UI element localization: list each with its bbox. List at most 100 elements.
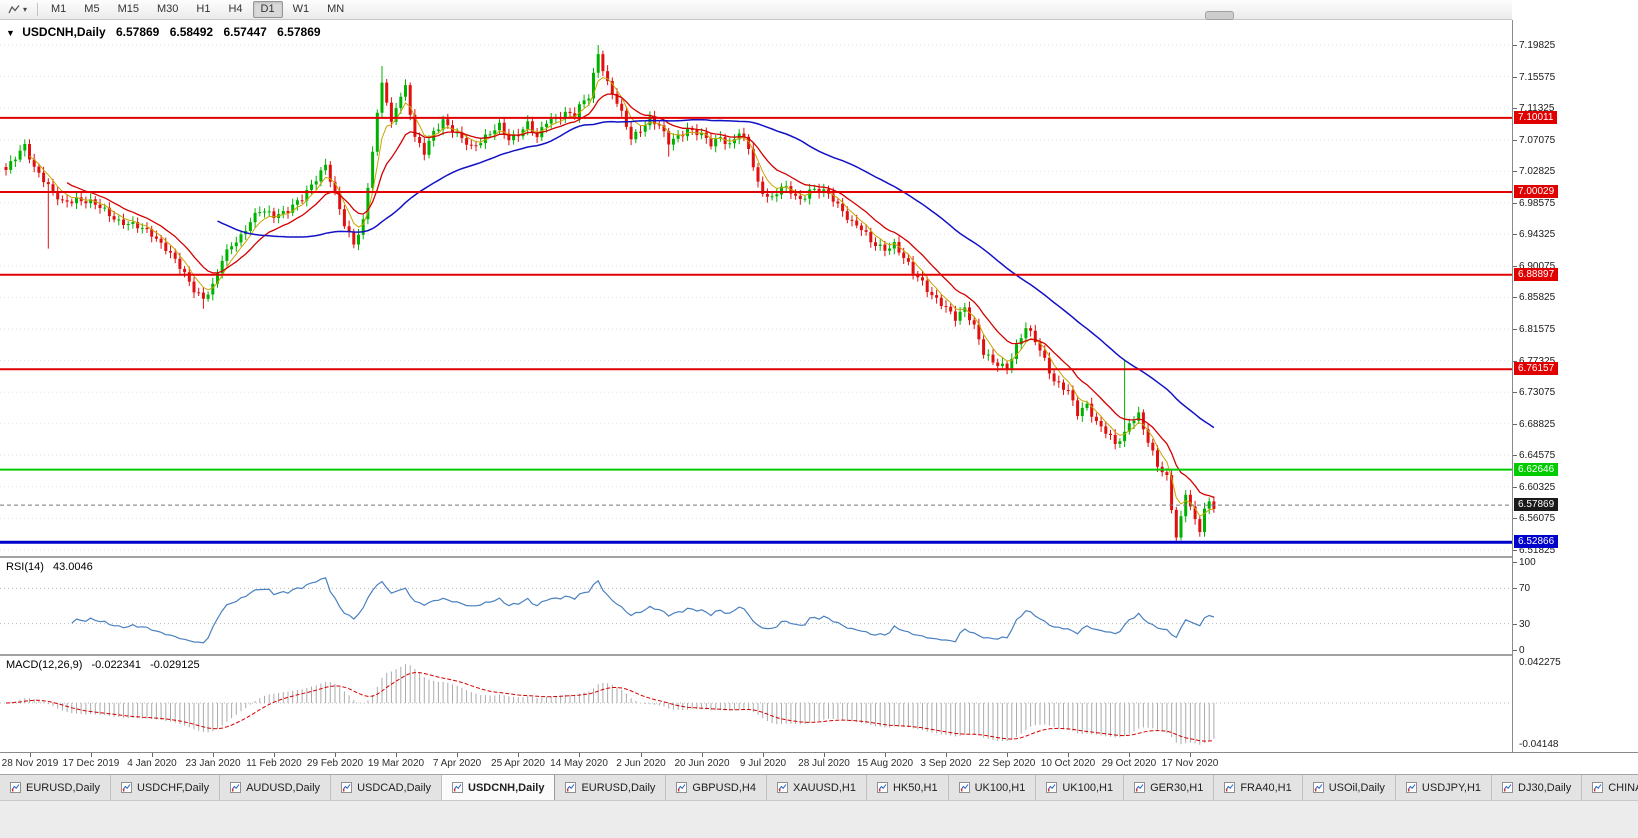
timeframe-button-h1[interactable]: H1	[196, 3, 211, 15]
price-gridlines	[0, 44, 1512, 551]
rsi-line	[71, 577, 1215, 644]
time-tick	[457, 753, 458, 757]
macd-chart-canvas[interactable]	[0, 656, 1512, 750]
timeframe-button-m15[interactable]: M15	[117, 3, 139, 15]
time-axis-label: 9 Jul 2020	[739, 758, 787, 769]
timeframe-button-m30[interactable]: M30	[156, 3, 179, 15]
scale-tick	[1513, 171, 1517, 172]
chart-tab-label: UK100,H1	[1062, 781, 1114, 794]
zigzag-icon	[8, 5, 20, 14]
scale-tick	[1513, 266, 1517, 267]
chart-tab-china300-h1[interactable]: CHINA300,H1	[1582, 775, 1638, 800]
chart-tab-usdjpy-h1[interactable]: USDJPY,H1	[1395, 775, 1493, 800]
time-tick	[396, 753, 397, 757]
time-axis-label: 11 Feb 2020	[246, 758, 302, 769]
chart-icon	[452, 782, 464, 793]
price-axis-label: 7.11325	[1519, 103, 1555, 114]
time-tick	[1190, 753, 1191, 757]
time-axis-label: 25 Apr 2020	[491, 758, 545, 769]
chart-tab-eurusd-daily[interactable]: EURUSD,Daily	[555, 775, 667, 800]
chart-icon	[10, 782, 21, 793]
rsi-chart-canvas[interactable]	[0, 558, 1512, 654]
chart-tab-usdchf-daily[interactable]: USDCHF,Daily	[110, 775, 221, 800]
timeframe-button-h4[interactable]: H4	[228, 3, 243, 15]
time-tick	[91, 753, 92, 757]
time-tick	[702, 753, 703, 757]
chart-header: ▼ USDCNH,Daily 6.57869 6.58492 6.57447 6…	[6, 25, 328, 39]
time-axis-label: 4 Jan 2020	[127, 758, 177, 769]
time-tick	[274, 753, 275, 757]
price-axis-label: 7.19825	[1519, 40, 1556, 51]
rsi-value: 43.0046	[52, 561, 93, 573]
time-tick	[946, 753, 947, 757]
macd-axis-label: 0.042275	[1519, 657, 1561, 668]
chart-tab-usdcad-daily[interactable]: USDCAD,Daily	[331, 775, 443, 800]
time-axis-label: 29 Feb 2020	[306, 758, 364, 769]
rsi-axis-label: 70	[1519, 583, 1531, 594]
time-tick	[824, 753, 825, 757]
time-axis-label: 20 Jun 2020	[674, 758, 730, 769]
chart-tab-eurusd-daily[interactable]: EURUSD,Daily	[0, 775, 111, 800]
footer-strip	[0, 800, 1638, 838]
timeframe-button-d1[interactable]: D1	[252, 1, 283, 18]
chart-tab-label: HK50,H1	[892, 781, 938, 794]
chart-icon	[230, 782, 242, 793]
chart-tab-xauusd-h1[interactable]: XAUUSD,H1	[766, 775, 867, 800]
time-axis-label: 7 Apr 2020	[432, 758, 482, 769]
chart-tab-fra40-h1[interactable]: FRA40,H1	[1214, 775, 1303, 800]
scale-tick	[1513, 361, 1517, 362]
time-tick	[1129, 753, 1130, 757]
chart-tab-dj30-daily[interactable]: DJ30,Daily	[1492, 775, 1583, 800]
chart-tabs-bar: EURUSD,Daily USDCHF,Daily AUDUSD,Daily USDC…	[0, 774, 1638, 800]
chart-tab-hk50-h1[interactable]: HK50,H1	[866, 775, 949, 800]
chart-icon	[1502, 782, 1514, 793]
price-axis-label: 6.64575	[1519, 450, 1556, 461]
chart-tab-uk100-h1[interactable]: UK100,H1	[1036, 775, 1125, 800]
panel-splitter-rsi[interactable]	[0, 556, 1638, 558]
timeframe-button-m5[interactable]: M5	[84, 3, 100, 15]
price-axis-label: 6.60325	[1519, 482, 1556, 493]
chart-icon	[1312, 782, 1324, 793]
ma-mid-line	[66, 93, 1215, 499]
scale-tick	[1513, 234, 1517, 235]
chart-menu-marker-icon: ▼	[6, 28, 15, 38]
time-scale[interactable]: 28 Nov 2019 17 Dec 2019 4 Jan 2020 23 Jan 2…	[0, 752, 1638, 774]
line-studies-button[interactable]: ▾	[3, 2, 32, 17]
horizontal-scrollbar-thumb[interactable]	[1205, 11, 1234, 20]
rsi-indicator-header: RSI(14) 43.0046	[6, 561, 99, 573]
chart-tab-gbpusd-h4[interactable]: GBPUSD,H4	[666, 775, 767, 800]
level-price-tag: 7.10011	[1514, 111, 1558, 124]
scale-tick	[1513, 297, 1517, 298]
price-scale[interactable]: 7.19825 7.15575 7.11325 7.07075 7.02825 6.985…	[1512, 0, 1638, 774]
ma-slow-line	[217, 119, 1215, 429]
chart-tab-ger30-h1[interactable]: GER30,H1	[1124, 775, 1215, 800]
timeframe-button-w1[interactable]: W1	[292, 3, 310, 15]
chart-tab-usoil-daily[interactable]: USOil,Daily	[1302, 775, 1396, 800]
chart-tab-label: CHINA300,H1	[1608, 781, 1638, 794]
level-price-tag: 6.76157	[1514, 362, 1559, 375]
symbol-period-label: USDCNH,Daily	[22, 25, 106, 39]
dropdown-caret-icon: ▾	[23, 4, 28, 14]
panel-splitter-macd[interactable]	[0, 654, 1638, 656]
macd-value-main: -0.022341	[91, 659, 142, 671]
chart-tab-label: USDCHF,Daily	[136, 781, 210, 794]
time-axis-label: 3 Sep 2020	[920, 758, 972, 769]
chart-tab-label: EURUSD,Daily	[581, 781, 656, 794]
chart-tab-usdcnh-daily[interactable]: USDCNH,Daily	[442, 775, 556, 800]
timeframe-button-mn[interactable]: MN	[327, 3, 345, 15]
time-tick	[641, 753, 642, 757]
scale-tick	[1513, 140, 1517, 141]
chart-tab-label: EURUSD,Daily	[26, 781, 100, 794]
horizontal-level-lines[interactable]	[0, 116, 1512, 544]
timeframe-button-m1[interactable]: M1	[51, 3, 67, 15]
price-chart-canvas[interactable]	[0, 20, 1512, 556]
time-axis-label: 10 Oct 2020	[1040, 758, 1096, 769]
current-price-tag: 6.57869	[1514, 498, 1559, 511]
chart-tab-audusd-daily[interactable]: AUDUSD,Daily	[220, 775, 332, 800]
time-axis-label: 17 Dec 2019	[62, 758, 120, 769]
candlestick-series	[4, 45, 1216, 542]
price-axis-label: 6.73075	[1519, 387, 1556, 398]
scale-tick	[1513, 203, 1517, 204]
chart-tab-uk100-h1[interactable]: UK100,H1	[948, 775, 1037, 800]
level-price-tag: 7.00029	[1514, 185, 1559, 198]
